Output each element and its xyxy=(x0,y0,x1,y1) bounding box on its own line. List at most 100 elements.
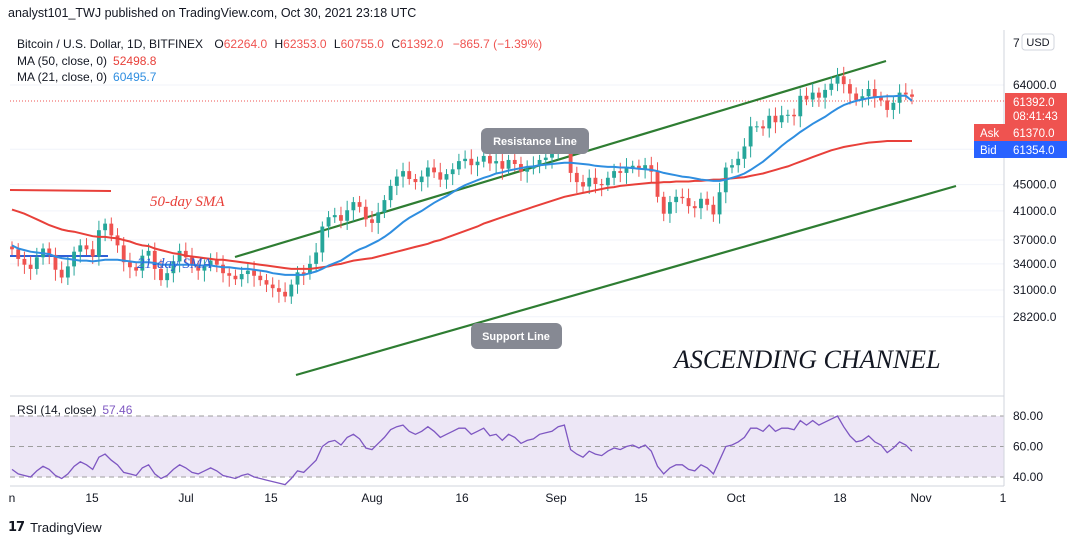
ma50-legend-label: MA (50, close, 0) xyxy=(17,54,107,68)
price-tick-label: 37000.0 xyxy=(1013,233,1057,247)
candle-body xyxy=(227,273,232,276)
candle-body xyxy=(730,165,734,168)
time-tick-label: Oct xyxy=(727,491,746,505)
candle-body xyxy=(829,83,834,90)
candle-body xyxy=(872,89,877,97)
sma50-horizontal-line xyxy=(9,189,112,192)
candle-body xyxy=(96,230,101,257)
candle-body xyxy=(276,288,281,292)
candle-body xyxy=(773,115,778,123)
price-axis-top-label: 7 xyxy=(1013,36,1020,50)
candle-body xyxy=(661,196,666,214)
candle-body xyxy=(910,94,914,97)
channel-title: ASCENDING CHANNEL xyxy=(672,345,941,374)
time-tick-label: 16 xyxy=(455,491,469,505)
price-tick-label: 28200.0 xyxy=(1013,310,1057,324)
candle-body xyxy=(469,158,474,166)
candle-body xyxy=(128,262,132,268)
candle-body xyxy=(574,172,579,183)
candle-body xyxy=(407,171,412,180)
candle-body xyxy=(754,126,759,128)
candle-body xyxy=(357,202,362,207)
currency-badge[interactable]: USD xyxy=(1021,33,1055,51)
candle-body xyxy=(134,267,139,271)
candle-body xyxy=(450,169,455,175)
candle-body xyxy=(16,249,21,259)
candle-body xyxy=(301,272,306,275)
support-label: Support Line xyxy=(482,331,550,343)
candle-body xyxy=(165,273,170,281)
tradingview-logo-icon: 17 xyxy=(8,520,25,535)
candle-body xyxy=(767,115,772,129)
candle-body xyxy=(28,264,33,269)
candle-body xyxy=(624,167,629,173)
candle-body xyxy=(152,250,157,269)
candle-body xyxy=(885,100,890,110)
ask-tag: Ask 61370.0 xyxy=(974,124,1067,141)
candle-body xyxy=(810,92,815,100)
candle-body xyxy=(65,266,70,278)
candle-body xyxy=(258,275,263,281)
candle-body xyxy=(339,215,343,221)
bid-label: Bid xyxy=(980,145,997,157)
candle-body xyxy=(488,155,492,164)
candle-body xyxy=(270,284,275,289)
candle-body xyxy=(245,270,250,275)
publisher-header: analyst101_TWJ published on TradingView.… xyxy=(8,6,417,20)
candle-body xyxy=(605,177,610,186)
candle-body xyxy=(543,157,548,160)
candle-body xyxy=(121,245,126,263)
candle-body xyxy=(233,275,238,280)
candle-body xyxy=(53,254,58,270)
candle-body xyxy=(84,245,89,250)
candle-body xyxy=(183,250,188,258)
candle-body xyxy=(171,261,176,274)
candle-body xyxy=(34,257,39,269)
candle-body xyxy=(761,126,765,129)
candle-body xyxy=(463,158,468,162)
price-tick-label: 34000.0 xyxy=(1013,257,1057,271)
last-price-tag: 61392.0 08:41:43 xyxy=(1005,93,1067,125)
candle-body xyxy=(481,155,486,162)
resistance-label: Resistance Line xyxy=(493,136,577,148)
candle-body xyxy=(109,223,114,236)
candle-body xyxy=(252,270,256,276)
candle-body xyxy=(742,146,747,159)
candle-body xyxy=(419,176,424,183)
candle-body xyxy=(444,174,449,180)
candle-body xyxy=(22,258,27,265)
price-chart[interactable]: Resistance Line Support Line 50-day SMA … xyxy=(0,24,1079,516)
candle-body xyxy=(798,95,803,117)
svg-text:MA (50, close, 0)52498.8: MA (50, close, 0) 52498.8 xyxy=(17,54,157,68)
candle-body xyxy=(860,96,865,100)
candle-body xyxy=(748,126,753,147)
close-value: 61392.0 xyxy=(400,37,444,51)
time-tick-label: Sep xyxy=(545,491,567,505)
candle-body xyxy=(376,212,381,223)
candle-body xyxy=(177,250,182,262)
candle-body xyxy=(295,272,300,285)
candle-body xyxy=(848,84,852,94)
candle-body xyxy=(432,167,436,173)
time-axis[interactable]: n 15 Jul 15 Aug 16 Sep 15 Oct 18 Nov 1 xyxy=(9,491,1007,505)
open-value: 62264.0 xyxy=(224,37,268,51)
candle-body xyxy=(264,280,269,285)
rsi-axis[interactable]: 80.00 60.00 40.00 xyxy=(1013,409,1043,484)
rsi-tick-label: 80.00 xyxy=(1013,409,1043,423)
candle-body xyxy=(196,265,201,271)
rsi-legend-label: RSI (14, close) xyxy=(17,403,96,417)
candle-body xyxy=(438,172,443,180)
candle-body xyxy=(630,165,635,168)
candle-body xyxy=(816,92,821,98)
ma21-legend-value: 60495.7 xyxy=(113,70,157,84)
footer: 17 TradingView xyxy=(8,520,102,535)
time-tick-label: Aug xyxy=(361,491,382,505)
bid-value: 61354.0 xyxy=(1013,145,1055,157)
candle-body xyxy=(649,165,654,172)
candle-body xyxy=(705,198,710,205)
candle-body xyxy=(680,196,685,199)
rsi-tick-label: 40.00 xyxy=(1013,470,1043,484)
candle-body xyxy=(239,274,244,280)
time-tick-label: 15 xyxy=(264,491,278,505)
candle-body xyxy=(618,171,623,173)
